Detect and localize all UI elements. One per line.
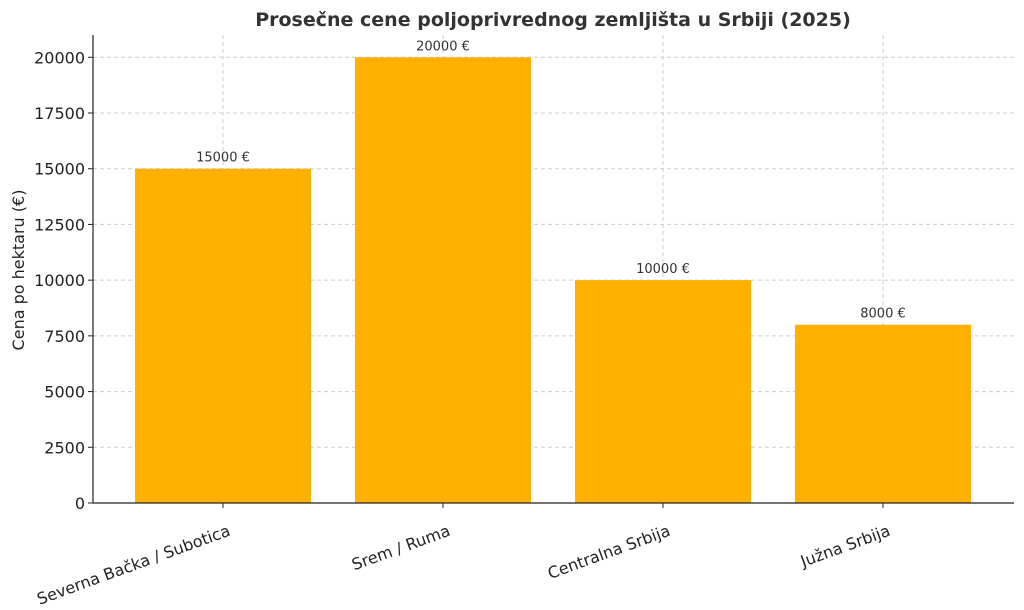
y-tick-label: 7500 <box>44 327 85 346</box>
bar <box>795 324 971 503</box>
bar-value-label: 10000 € <box>636 262 690 277</box>
y-tick-label: 17500 <box>34 104 85 123</box>
y-tick-label: 15000 <box>34 160 85 179</box>
y-tick-label: 20000 <box>34 48 85 67</box>
x-tick-label: Srem / Ruma <box>349 521 453 574</box>
x-tick-label: Severna Bačka / Subotica <box>34 521 232 609</box>
axes <box>88 35 1014 508</box>
bar <box>575 280 751 503</box>
y-tick-label: 2500 <box>44 438 85 457</box>
x-tick-label: Centralna Srbija <box>545 521 673 583</box>
y-tick-label: 0 <box>75 494 85 513</box>
bar-value-label: 15000 € <box>196 151 250 166</box>
bars <box>135 57 971 504</box>
y-tick-label: 10000 <box>34 271 85 290</box>
y-axis-label: Cena po hektaru (€) <box>9 190 28 351</box>
chart-title: Prosečne cene poljoprivrednog zemljišta … <box>255 9 851 31</box>
bar <box>355 57 531 504</box>
bar <box>135 168 311 503</box>
x-tick-label: Južna Srbija <box>797 521 893 571</box>
y-tick-label: 12500 <box>34 215 85 234</box>
y-tick-label: 5000 <box>44 383 85 402</box>
bar-value-label: 20000 € <box>416 39 470 54</box>
bar-value-label: 8000 € <box>860 307 906 322</box>
